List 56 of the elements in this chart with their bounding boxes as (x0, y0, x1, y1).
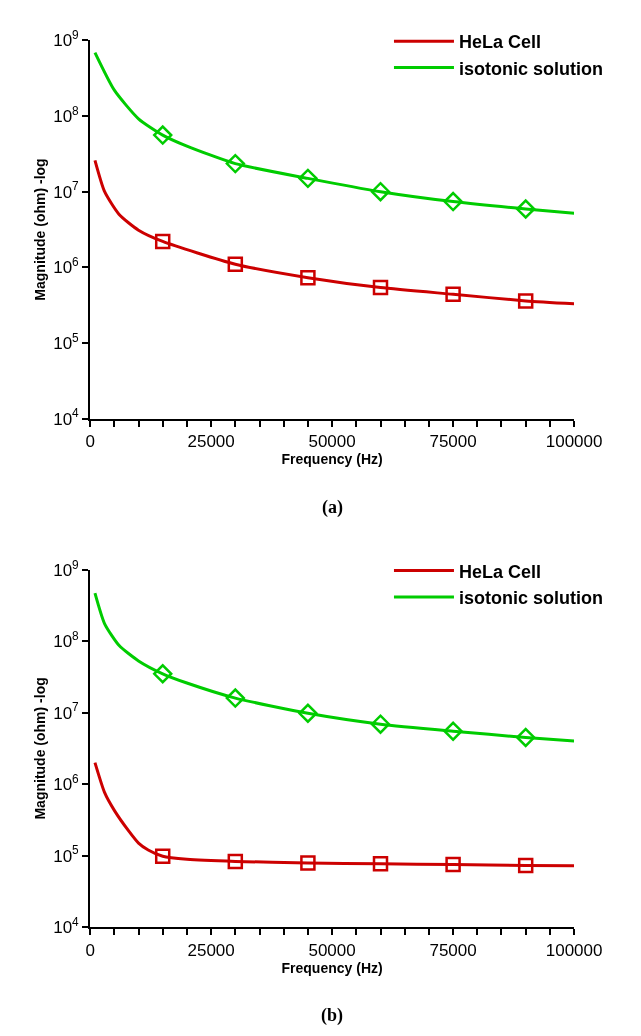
y-tick-label: 10$^{6}$ (53, 771, 80, 795)
point (225, 153, 246, 174)
point (298, 703, 318, 723)
point (298, 168, 318, 189)
point (227, 853, 244, 870)
point (372, 856, 389, 872)
point (154, 848, 171, 865)
text: (a) (322, 497, 343, 518)
y-tick-label: 10$^{4}$ (53, 914, 80, 938)
x-axis-title: Frequency (Hz) (281, 451, 383, 468)
y-tick-label: 10$^{5}$ (53, 330, 80, 353)
x-tick-label: 0 (85, 940, 95, 960)
y-tick-label: 10$^{9}$ (53, 557, 80, 580)
y-tick-label: 10$^{8}$ (53, 629, 80, 652)
point (300, 269, 316, 286)
x-tick-label: 75000 (429, 432, 477, 452)
point (517, 293, 534, 309)
point (370, 714, 391, 734)
y-tick-label: 10$^{4}$ (53, 406, 80, 429)
y-axis-title: Magnitude (ohm) -log (32, 677, 49, 820)
point (227, 256, 244, 272)
point (515, 727, 536, 748)
x-axis-title: Frequency (Hz) (281, 959, 383, 976)
point (153, 125, 173, 145)
x-tick-label: 50000 (308, 940, 356, 960)
point (445, 286, 461, 303)
y-tick-label: 10$^{5}$ (53, 843, 80, 866)
point (154, 233, 171, 250)
legend-label: isotonic solution (458, 587, 603, 608)
y-tick-label: 10$^{8}$ (53, 103, 80, 126)
x-tick-label: 0 (85, 432, 95, 452)
point (300, 855, 316, 871)
y-tick-label: 10$^{7}$ (53, 700, 80, 723)
y-axis-title: Magnitude (ohm) -log (32, 158, 49, 301)
legend-label: HeLa Cell (458, 32, 541, 53)
x-tick-label: 100000 (545, 940, 603, 960)
point (225, 688, 246, 708)
point (443, 721, 463, 741)
y-tick-label: 10$^{7}$ (53, 179, 80, 202)
point (517, 857, 534, 874)
point (515, 199, 536, 219)
point (443, 191, 463, 212)
x-tick-label: 75000 (429, 940, 477, 960)
point (372, 279, 389, 296)
x-tick-label: 25000 (187, 432, 235, 452)
point (445, 856, 461, 873)
x-tick-label: 25000 (187, 940, 235, 960)
y-tick-label: 10$^{9}$ (53, 28, 80, 51)
point (153, 664, 173, 684)
legend-label: isotonic solution (458, 58, 603, 79)
legend-label: HeLa Cell (458, 561, 541, 582)
point (370, 181, 391, 202)
x-tick-label: 100000 (545, 432, 603, 452)
text: (b) (321, 1005, 343, 1026)
x-tick-label: 50000 (308, 432, 356, 452)
y-tick-label: 10$^{6}$ (53, 255, 80, 278)
